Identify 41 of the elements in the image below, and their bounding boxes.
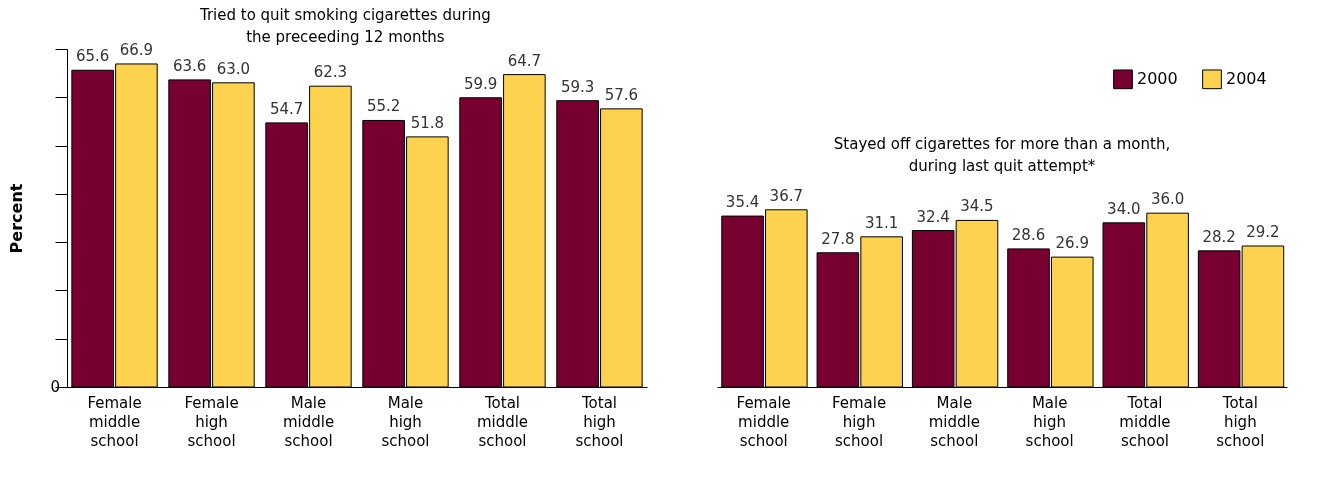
data-label: 64.7 bbox=[507, 51, 542, 70]
x-tick-label: Male middle school bbox=[282, 393, 335, 450]
x-tick-label: Total high school bbox=[1216, 393, 1265, 450]
data-label: 29.2 bbox=[1246, 223, 1280, 242]
x-tick-label: Total middle school bbox=[476, 393, 529, 450]
data-label: 66.9 bbox=[119, 40, 154, 59]
data-label: 28.6 bbox=[1011, 225, 1046, 244]
x-tick-label: Female high school bbox=[184, 393, 239, 450]
x-tick-label: Female middle school bbox=[87, 393, 142, 450]
data-label: 59.9 bbox=[463, 74, 498, 93]
x-tick-label: Total middle school bbox=[1119, 393, 1171, 450]
x-tick-label: Female middle school bbox=[736, 393, 791, 450]
data-label: 26.9 bbox=[1055, 234, 1089, 253]
data-label: 63.0 bbox=[216, 59, 251, 78]
legend-label: 2004 bbox=[1226, 69, 1267, 89]
data-label: 54.7 bbox=[269, 99, 304, 118]
data-label: 36.0 bbox=[1150, 190, 1185, 209]
data-label: 62.3 bbox=[313, 63, 348, 82]
data-label: 36.7 bbox=[769, 186, 804, 205]
data-label: 34.0 bbox=[1107, 199, 1141, 218]
data-label: 59.3 bbox=[560, 77, 595, 96]
data-label: 55.2 bbox=[366, 97, 401, 116]
legend-label: 2000 bbox=[1137, 69, 1178, 89]
x-tick-label: Male high school bbox=[1025, 393, 1074, 450]
data-label: 27.8 bbox=[821, 229, 855, 248]
text: Tried to quit smoking cigarettes during the preceeding 12 months bbox=[198, 6, 491, 47]
data-label: 34.5 bbox=[960, 197, 994, 216]
data-label: 57.6 bbox=[604, 85, 639, 104]
x-tick-label: Total high school bbox=[575, 393, 624, 450]
data-label: 35.4 bbox=[725, 193, 760, 212]
data-label: 51.8 bbox=[410, 113, 445, 132]
x-tick-label: Female high school bbox=[831, 393, 887, 450]
data-label: 65.6 bbox=[75, 47, 110, 66]
text: Stayed off cigarettes for more than a month, during last quit attempt* bbox=[833, 134, 1171, 175]
data-label: 31.1 bbox=[864, 213, 899, 232]
x-tick-label: Male middle school bbox=[928, 393, 980, 450]
data-label: 28.2 bbox=[1202, 227, 1236, 246]
y-axis-title: Percent bbox=[7, 183, 26, 254]
x-tick-label: Male high school bbox=[381, 393, 430, 450]
data-label: 63.6 bbox=[172, 56, 207, 75]
data-label: 32.4 bbox=[916, 207, 950, 226]
